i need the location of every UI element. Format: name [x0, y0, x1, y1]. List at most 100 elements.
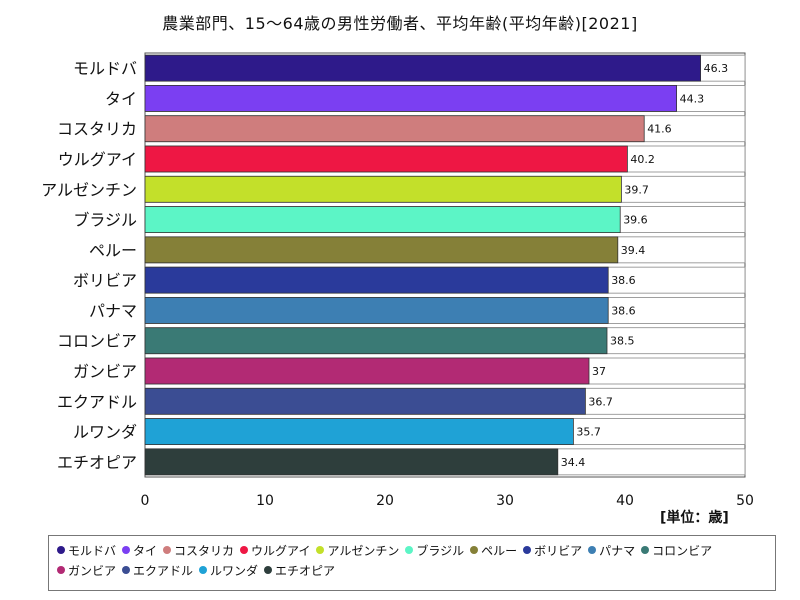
bar	[144, 297, 609, 324]
legend-swatch	[264, 566, 273, 574]
bar-row: 39.6 ブラジル	[73, 206, 746, 233]
x-tick-label: 0	[141, 493, 150, 509]
legend-item: ウルグアイ	[240, 540, 310, 560]
legend-swatch	[199, 566, 208, 574]
bar-value-label: 41.6	[647, 123, 672, 136]
bar-row: 46.3 モルドバ	[73, 54, 746, 82]
category-label: ルワンダ	[73, 423, 137, 442]
x-tick-label: 10	[256, 493, 274, 509]
x-tick-label: 30	[496, 493, 514, 509]
legend-label: ボリビア	[534, 543, 583, 558]
x-tick-label: 20	[376, 493, 394, 509]
bar-row: 41.6 コスタリカ	[57, 115, 746, 143]
legend-label: コスタリカ	[174, 543, 235, 558]
bar-row: 35.7 ルワンダ	[73, 418, 746, 445]
legend-label: アルゼンチン	[327, 543, 400, 558]
bar-row: 38.6 ボリビア	[73, 266, 746, 294]
bar-chart: 46.3 モルドバ 44.3 タイ 41.6 コスタリカ 40.2 ウルグアイ 39.7 アルゼン…	[41, 52, 754, 509]
legend: モルドバ タイ コスタリカ ウルグアイ アルゼンチン ブラジル ペルー ボリビア パナマ コロンビ…	[48, 535, 776, 591]
legend-swatch	[163, 546, 172, 554]
legend-swatch	[122, 566, 131, 574]
chart-title: 農業部門、15〜64歳の男性労働者、平均年齢(平均年齢)[2021]	[162, 14, 638, 33]
legend-item: パナマ	[588, 540, 635, 560]
legend-swatch	[122, 546, 131, 554]
bar-row: 37 ガンビア	[73, 357, 746, 385]
legend-item: ペルー	[470, 540, 517, 560]
bar-row: 38.6 パナマ	[89, 297, 746, 324]
legend-swatch	[523, 546, 532, 554]
legend-label: エチオピア	[275, 563, 336, 578]
legend-item: アルゼンチン	[316, 540, 399, 560]
bar	[144, 236, 619, 264]
x-tick-label: 50	[736, 493, 754, 509]
category-label: パナマ	[89, 301, 137, 320]
bar-value-label: 34.4	[561, 456, 586, 469]
bar	[144, 327, 608, 355]
bar-row: 44.3 タイ	[105, 85, 746, 112]
bar	[144, 175, 622, 203]
bar	[144, 115, 645, 143]
legend-item: ブラジル	[405, 540, 464, 560]
x-tick-label: 40	[616, 493, 634, 509]
bar-value-label: 36.7	[588, 395, 613, 408]
legend-label: タイ	[133, 543, 158, 558]
legend-item: ボリビア	[523, 540, 582, 560]
bar-value-label: 38.6	[611, 274, 636, 287]
legend-swatch	[588, 546, 597, 554]
bar-row: 39.4 ペルー	[89, 236, 746, 264]
bar-row: 34.4 エチオピア	[57, 448, 746, 476]
legend-label: コロンビア	[652, 543, 713, 558]
category-label: ガンビア	[73, 362, 137, 381]
legend-label: ウルグアイ	[251, 543, 311, 558]
legend-item: コスタリカ	[163, 540, 234, 560]
legend-label: ガンビア	[68, 563, 117, 578]
legend-swatch	[641, 546, 650, 554]
category-label: モルドバ	[73, 59, 137, 78]
bar-row: 38.5 コロンビア	[57, 327, 746, 355]
bar	[144, 145, 628, 173]
category-label: ペルー	[89, 241, 137, 260]
bar	[144, 206, 621, 233]
legend-label: パナマ	[599, 543, 636, 558]
legend-swatch	[240, 546, 249, 554]
legend-label: ルワンダ	[210, 563, 259, 578]
legend-item: ガンビア	[57, 560, 116, 580]
bar-value-label: 38.5	[610, 335, 635, 348]
bar-value-label: 38.6	[611, 304, 636, 317]
legend-swatch	[57, 546, 65, 554]
legend-swatch	[316, 546, 325, 554]
legend-swatch	[57, 566, 65, 574]
legend-item: エクアドル	[122, 560, 193, 580]
bar-value-label: 46.3	[704, 62, 729, 75]
bar-row: 36.7 エクアドル	[57, 387, 746, 415]
legend-label: モルドバ	[68, 543, 117, 558]
category-label: タイ	[105, 89, 137, 108]
bar	[144, 418, 574, 445]
category-label: ブラジル	[73, 211, 137, 230]
category-label: アルゼンチン	[41, 180, 137, 199]
legend-item: エチオピア	[264, 560, 335, 580]
bar-value-label: 39.6	[623, 214, 648, 227]
bar-row: 39.7 アルゼンチン	[41, 175, 746, 203]
bar-value-label: 44.3	[680, 92, 705, 105]
legend-item: ルワンダ	[199, 560, 258, 580]
bar	[144, 448, 559, 476]
legend-item: タイ	[122, 540, 157, 560]
bar-row: 40.2 ウルグアイ	[58, 145, 746, 173]
bar-value-label: 37	[592, 365, 606, 378]
legend-swatch	[470, 546, 479, 554]
category-label: エチオピア	[57, 453, 137, 472]
category-label: コロンビア	[57, 332, 137, 351]
x-axis: 0 10 20 30 40 50	[141, 493, 754, 509]
bar	[144, 266, 609, 294]
bar-value-label: 39.7	[624, 183, 649, 196]
legend-label: ブラジル	[416, 543, 465, 558]
legend-label: エクアドル	[133, 563, 194, 578]
bar	[144, 387, 586, 415]
bar	[144, 85, 677, 112]
bar	[144, 54, 701, 82]
category-label: エクアドル	[57, 392, 137, 411]
category-label: ウルグアイ	[58, 150, 137, 169]
legend-label: ペルー	[481, 543, 518, 558]
bar	[144, 357, 590, 385]
